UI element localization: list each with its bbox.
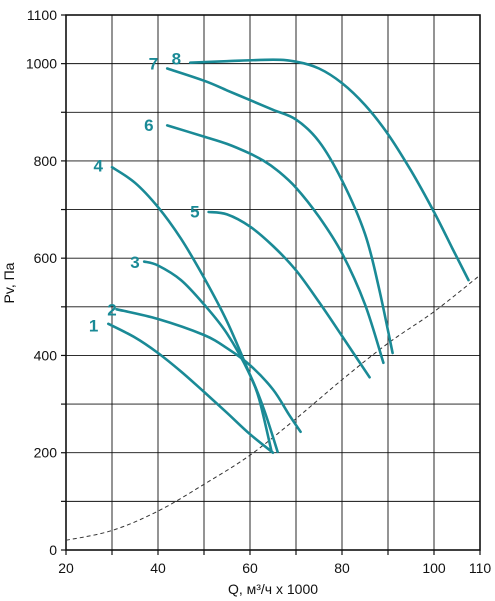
- axis-ticks: [61, 14, 481, 555]
- x-tick-label: 80: [334, 560, 350, 576]
- fan-curve-7: [165, 67, 394, 355]
- x-axis-label: Q, м³/ч x 1000: [228, 581, 318, 597]
- y-tick-label: 0: [49, 542, 57, 558]
- y-tick-label: 800: [34, 153, 58, 169]
- x-tick-label: 20: [58, 560, 74, 576]
- curve-label-1: 1: [89, 316, 98, 335]
- grid: [66, 15, 480, 550]
- fan-curve-2: [115, 308, 302, 434]
- curve-label-7: 7: [149, 55, 158, 74]
- fan-curve-3: [142, 260, 279, 454]
- curve-label-2: 2: [107, 300, 116, 319]
- y-tick-label: 1000: [26, 56, 57, 72]
- system-curve-layer: [65, 274, 481, 541]
- x-tick-label: 40: [150, 560, 166, 576]
- y-tick-label: 1100: [27, 7, 57, 23]
- plot-frame: [65, 14, 481, 551]
- y-tick-label: 400: [34, 347, 58, 363]
- fan-curve-5: [207, 210, 371, 379]
- curve-label-3: 3: [130, 253, 139, 272]
- x-tick-label: 100: [422, 560, 446, 576]
- fan-curves: [107, 58, 470, 454]
- fan-curve-6: [165, 124, 385, 365]
- curve-labels: 12 3 4 5 6 7 8: [89, 49, 200, 335]
- y-tick-label: 200: [34, 445, 58, 461]
- y-tick-label: 600: [34, 250, 58, 266]
- x-tick-label: 60: [242, 560, 258, 576]
- curve-label-4: 4: [93, 156, 103, 175]
- system-curve: [65, 274, 481, 541]
- fan-curve-8: [188, 58, 470, 282]
- curve-label-8: 8: [172, 49, 181, 68]
- y-axis-label: Pv, Па: [1, 262, 17, 303]
- curve-label-5: 5: [190, 202, 199, 221]
- curve-label-6: 6: [144, 116, 153, 135]
- fan-curve-4: [110, 165, 273, 454]
- fan-curve-1: [107, 322, 275, 454]
- x-tick-label: 110: [469, 560, 492, 576]
